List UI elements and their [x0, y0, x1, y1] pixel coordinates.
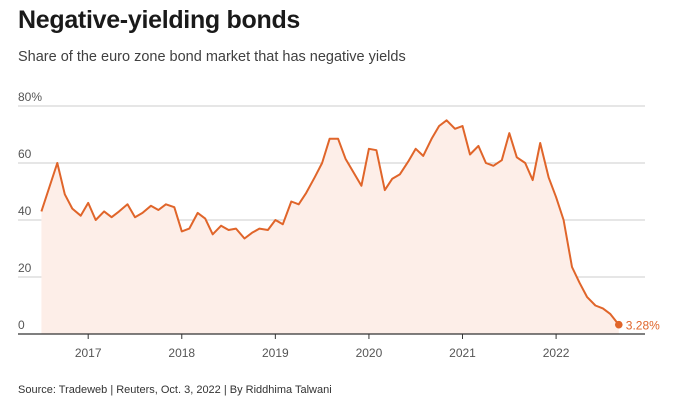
end-point-marker: [614, 320, 623, 329]
y-tick-label: 60: [18, 147, 32, 161]
y-tick-label: 0: [18, 318, 25, 332]
x-tick-label: 2019: [262, 346, 289, 360]
x-tick-label: 2021: [449, 346, 476, 360]
x-tick-label: 2017: [75, 346, 102, 360]
series-area-fill: [41, 120, 619, 334]
x-tick-label: 2018: [168, 346, 195, 360]
series-line: [40, 119, 620, 326]
y-tick-label: 20: [18, 261, 32, 275]
y-tick-label: 40: [18, 204, 32, 218]
y-tick-label: 80%: [18, 90, 42, 104]
x-axis: 2017 2018 2019 2020 2021 2022: [18, 333, 645, 360]
chart-title: Negative-yielding bonds: [18, 6, 301, 34]
chart-subtitle: Share of the euro zone bond market that …: [18, 49, 406, 65]
end-value-label: 3.28%: [626, 319, 660, 333]
x-tick-label: 2020: [356, 346, 383, 360]
x-tick-label: 2022: [543, 346, 570, 360]
source-note: Source: Tradeweb | Reuters, Oct. 3, 2022…: [18, 384, 332, 396]
